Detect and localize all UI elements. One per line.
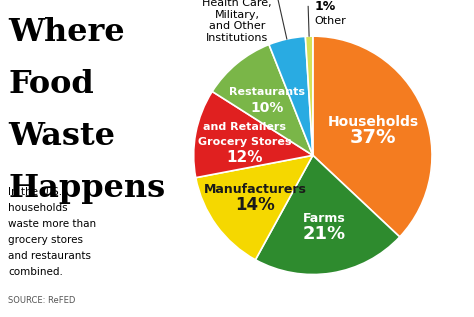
Text: SOURCE: ReFED: SOURCE: ReFED <box>8 296 75 305</box>
Wedge shape <box>255 155 400 275</box>
Text: In the U.S.,
households
waste more than
grocery stores
and restaurants
combined.: In the U.S., households waste more than … <box>8 187 96 277</box>
Text: 14%: 14% <box>235 196 275 214</box>
Wedge shape <box>305 36 313 155</box>
Text: Where: Where <box>8 17 125 48</box>
Text: Households: Households <box>328 114 419 129</box>
Text: 10%: 10% <box>251 101 284 115</box>
Text: Happens: Happens <box>8 173 165 204</box>
Text: Health Care,
Military,
and Other
Institutions: Health Care, Military, and Other Institu… <box>202 0 272 43</box>
Text: Farms: Farms <box>303 212 346 225</box>
Text: and Retailers: and Retailers <box>203 122 286 132</box>
Wedge shape <box>196 155 313 260</box>
Text: 21%: 21% <box>302 225 346 243</box>
Text: 37%: 37% <box>350 127 396 146</box>
Text: Grocery Stores: Grocery Stores <box>198 137 292 147</box>
Text: 1%: 1% <box>314 0 336 13</box>
Text: Waste: Waste <box>8 121 115 152</box>
Wedge shape <box>212 44 313 155</box>
Wedge shape <box>269 36 313 155</box>
Text: Food: Food <box>8 69 94 100</box>
Text: 12%: 12% <box>227 150 263 165</box>
Wedge shape <box>313 36 432 237</box>
Text: Restaurants: Restaurants <box>229 87 305 98</box>
Wedge shape <box>194 92 313 178</box>
Text: Other: Other <box>314 16 346 26</box>
Text: Manufacturers: Manufacturers <box>203 183 306 196</box>
